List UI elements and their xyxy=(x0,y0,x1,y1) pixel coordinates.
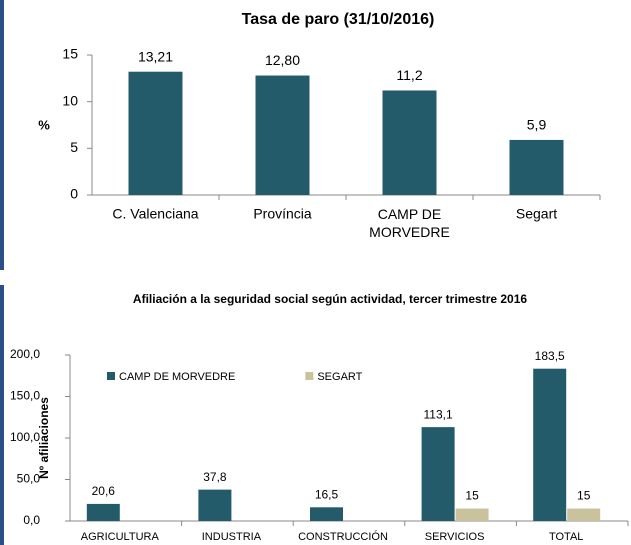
x-tick-label: C. Valenciana xyxy=(112,206,198,222)
y-tick-label: 150,0 xyxy=(10,389,40,403)
legend-label: SEGART xyxy=(317,371,362,383)
data-label: 113,1 xyxy=(424,407,453,421)
y-axis-label: % xyxy=(38,117,50,132)
data-label: 12,80 xyxy=(265,52,300,68)
left-border xyxy=(0,285,4,545)
y-tick-label: 15 xyxy=(62,46,78,62)
chart-title: Tasa de paro (31/10/2016) xyxy=(242,11,435,28)
data-label: 15 xyxy=(577,489,591,503)
bar xyxy=(128,71,183,195)
x-tick-label: CAMP DE MORVEDRE xyxy=(369,206,450,240)
chart-title: Afiliación a la seguridad social según a… xyxy=(133,292,527,306)
legend-swatch xyxy=(305,372,314,380)
left-border xyxy=(0,0,4,270)
y-tick-label: 100,0 xyxy=(10,430,40,444)
data-label: 5,9 xyxy=(527,117,547,133)
y-tick-label: 5 xyxy=(70,139,78,155)
data-label: 13,21 xyxy=(138,48,173,64)
x-tick-label: CONSTRUCCIÓN xyxy=(298,530,388,543)
bar xyxy=(310,507,343,521)
x-tick-label: TOTAL xyxy=(549,531,583,543)
y-tick-label: 10 xyxy=(62,92,78,108)
data-label: 16,5 xyxy=(315,487,339,501)
y-tick-label: 0,0 xyxy=(23,513,40,527)
data-label: 183,5 xyxy=(535,349,565,363)
bar xyxy=(533,368,567,521)
bar xyxy=(567,508,601,521)
bar xyxy=(455,508,489,521)
data-label: 20,6 xyxy=(92,484,116,498)
data-label: 11,2 xyxy=(396,67,422,83)
bar xyxy=(382,90,437,195)
data-label: 15 xyxy=(465,489,479,503)
y-tick-label: 50,0 xyxy=(17,472,41,486)
data-label: 37,8 xyxy=(203,470,227,484)
y-tick-label: 200,0 xyxy=(10,347,40,361)
bar xyxy=(198,489,232,521)
x-tick-label: Segart xyxy=(516,206,557,222)
x-tick-label: AGRICULTURA xyxy=(81,531,160,543)
legend-swatch xyxy=(107,372,115,380)
legend-label: CAMP DE MORVEDRE xyxy=(119,371,235,383)
x-tick-label: SERVICIOS xyxy=(425,531,485,543)
bar xyxy=(255,75,310,195)
y-axis-label: Nº afiliaciones xyxy=(37,397,51,479)
x-tick-label: Província xyxy=(253,206,312,222)
bar xyxy=(421,427,455,521)
bar xyxy=(86,503,120,521)
y-tick-label: 0 xyxy=(70,186,78,202)
bar xyxy=(509,139,564,195)
x-tick-label: INDUSTRIA xyxy=(202,531,262,543)
